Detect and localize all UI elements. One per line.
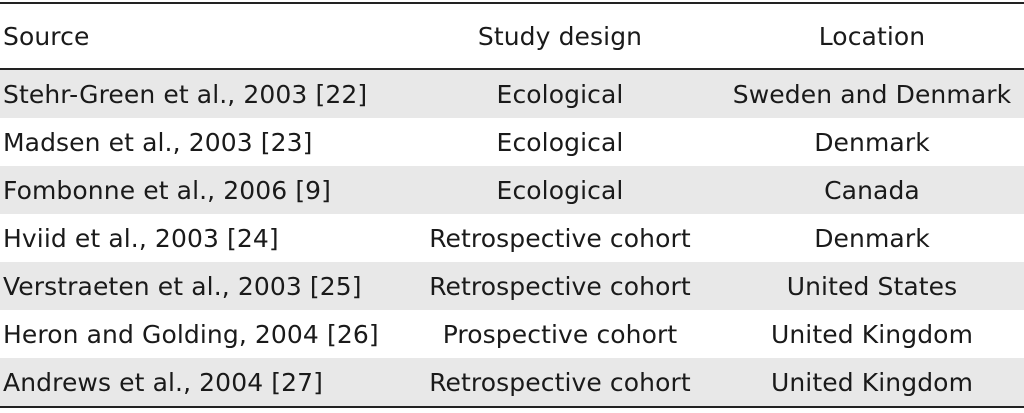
table-bottom-rule xyxy=(0,406,1024,408)
table-row: Stehr-Green et al., 2003 [22] Ecological… xyxy=(0,70,1024,118)
cell-study-design: Ecological xyxy=(496,175,624,205)
table-top-rule xyxy=(0,2,1024,4)
cell-location: Denmark xyxy=(814,127,930,157)
cell-source: Madsen et al., 2003 [23] xyxy=(3,127,313,157)
cell-location: United Kingdom xyxy=(770,367,974,397)
cell-study-design: Ecological xyxy=(496,127,624,157)
cell-study-design: Ecological xyxy=(496,79,624,109)
cell-source: Verstraeten et al., 2003 [25] xyxy=(3,271,362,301)
header-source: Source xyxy=(3,21,90,51)
cell-location: Sweden and Denmark xyxy=(732,79,1012,109)
table-body: Stehr-Green et al., 2003 [22] Ecological… xyxy=(0,70,1024,406)
cell-study-design: Retrospective cohort xyxy=(429,223,691,253)
cell-location: Canada xyxy=(824,175,920,205)
cell-study-design: Retrospective cohort xyxy=(429,271,691,301)
table-row: Fombonne et al., 2006 [9] Ecological Can… xyxy=(0,166,1024,214)
header-study-design: Study design xyxy=(477,21,643,51)
cell-source: Stehr-Green et al., 2003 [22] xyxy=(3,79,368,109)
table-row: Andrews et al., 2004 [27] Retrospective … xyxy=(0,358,1024,406)
cell-source: Hviid et al., 2003 [24] xyxy=(3,223,279,253)
table-row: Madsen et al., 2003 [23] Ecological Denm… xyxy=(0,118,1024,166)
cell-source: Andrews et al., 2004 [27] xyxy=(3,367,323,397)
cell-location: United Kingdom xyxy=(770,319,974,349)
cell-study-design: Retrospective cohort xyxy=(429,367,691,397)
table-row: Heron and Golding, 2004 [26] Prospective… xyxy=(0,310,1024,358)
table-header-row: Source Study design Location xyxy=(0,4,1024,68)
cell-study-design: Prospective cohort xyxy=(442,319,678,349)
header-location: Location xyxy=(818,21,926,51)
table-header-rule xyxy=(0,68,1024,70)
cell-source: Heron and Golding, 2004 [26] xyxy=(3,319,379,349)
table-row: Hviid et al., 2003 [24] Retrospective co… xyxy=(0,214,1024,262)
cell-source: Fombonne et al., 2006 [9] xyxy=(3,175,332,205)
table-row: Verstraeten et al., 2003 [25] Retrospect… xyxy=(0,262,1024,310)
cell-location: United States xyxy=(786,271,958,301)
cell-location: Denmark xyxy=(814,223,930,253)
